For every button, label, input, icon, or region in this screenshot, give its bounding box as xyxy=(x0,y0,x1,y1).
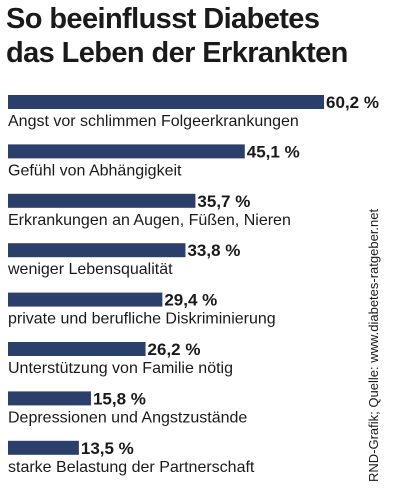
category-label-3: Erkrankungen an Augen, Füßen, Nieren xyxy=(8,212,291,229)
value-label-3: 35,7 % xyxy=(197,192,250,211)
value-label-7: 15,8 % xyxy=(93,389,146,408)
category-label-5: private und berufliche Diskriminierung xyxy=(8,311,276,328)
chart-title-line-1: So beeinflusst Diabetes xyxy=(6,3,320,35)
category-label-8: starke Belastung der Partnerschaft xyxy=(8,459,255,476)
category-label-6: Unterstützung von Familie nötig xyxy=(8,360,233,377)
value-label-1: 60,2 % xyxy=(326,93,379,112)
chart-title: So beeinflusst Diabetes das Leben der Er… xyxy=(6,2,366,70)
value-label-5: 29,4 % xyxy=(164,291,217,310)
value-label-2: 45,1 % xyxy=(247,142,300,161)
bar-1 xyxy=(8,95,325,109)
bar-2 xyxy=(8,144,245,159)
bar-3 xyxy=(8,193,196,208)
value-label-6: 26,2 % xyxy=(148,340,201,359)
value-label-8: 13,5 % xyxy=(81,439,134,458)
bar-6 xyxy=(8,342,146,356)
source-credit: RND-Grafik; Quelle: www.diabetes-ratgebe… xyxy=(366,208,381,482)
value-label-4: 33,8 % xyxy=(187,241,240,260)
bar-7 xyxy=(8,391,91,406)
bar-4 xyxy=(8,243,186,258)
category-label-7: Depressionen und Angstzustände xyxy=(8,409,247,426)
category-label-4: weniger Lebensqualität xyxy=(7,261,173,278)
bar-5 xyxy=(8,292,163,307)
chart-title-line-2: das Leben der Erkrankten xyxy=(6,37,348,69)
bar-8 xyxy=(8,440,79,455)
category-label-1: Angst vor schlimmen Folgeerkrankungen xyxy=(8,113,299,130)
category-label-2: Gefühl von Abhängigkeit xyxy=(8,162,182,179)
